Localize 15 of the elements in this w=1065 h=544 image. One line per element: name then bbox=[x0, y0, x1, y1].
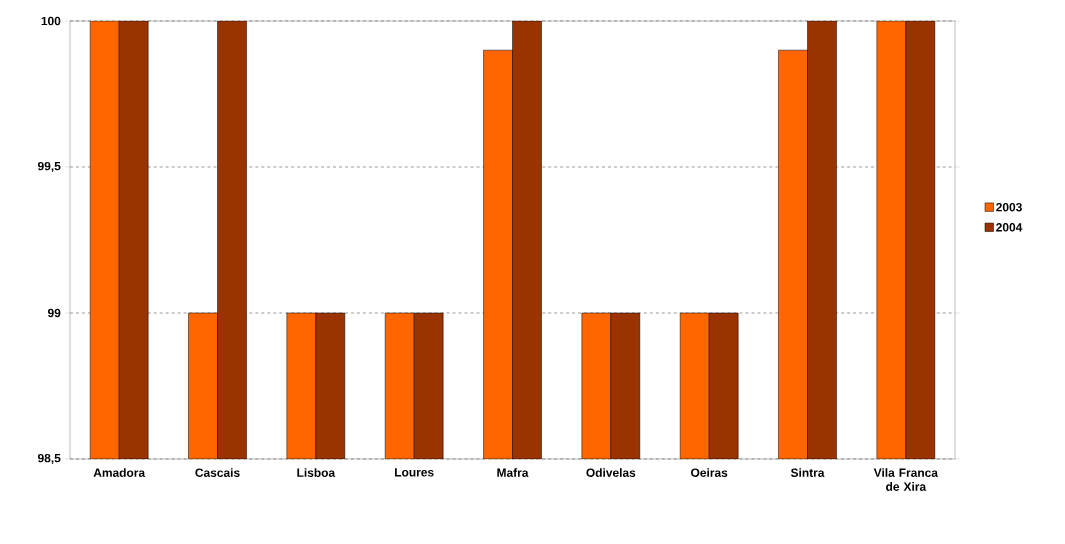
x-tick-label: Lisboa bbox=[297, 468, 336, 477]
x-tick-label: Vila Franca de Xira bbox=[873, 468, 939, 491]
y-tick-label: 99,5 bbox=[37, 161, 61, 173]
legend-label: 2004 bbox=[996, 223, 1023, 232]
x-tick-label: Odivelas bbox=[586, 468, 636, 477]
x-tick-label: Oeiras bbox=[691, 468, 728, 477]
y-tick-label: 98,5 bbox=[37, 453, 61, 465]
y-tick-label: 99 bbox=[47, 308, 61, 318]
x-tick-label: Loures bbox=[395, 468, 434, 477]
legend-label: 2003 bbox=[996, 202, 1022, 212]
x-tick-label: Cascais bbox=[195, 468, 240, 477]
y-tick-label: 100 bbox=[41, 16, 61, 26]
x-tick-label: Amadora bbox=[93, 468, 146, 477]
x-tick-label: Mafra bbox=[497, 468, 529, 477]
x-tick-label: Sintra bbox=[790, 468, 825, 477]
